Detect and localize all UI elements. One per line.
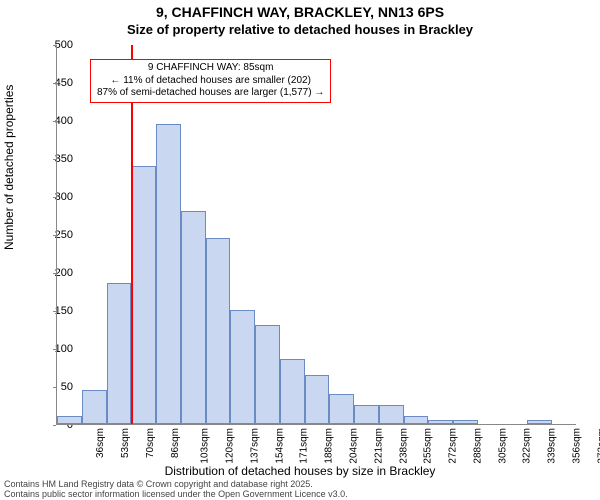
histogram-bar (57, 416, 82, 424)
histogram-bar (107, 283, 132, 424)
x-tick-label: 288sqm (472, 428, 483, 464)
y-tick-mark (53, 425, 56, 426)
annotation-line-1: 9 CHAFFINCH WAY: 85sqm (97, 62, 324, 75)
x-tick-label: 356sqm (571, 428, 582, 464)
x-tick-label: 204sqm (349, 428, 360, 464)
histogram-bar (181, 211, 206, 424)
histogram-bar (305, 375, 330, 424)
chart-container: 9, CHAFFINCH WAY, BRACKLEY, NN13 6PS Siz… (0, 0, 600, 500)
histogram-bar (206, 238, 231, 424)
x-tick-label: 120sqm (225, 428, 236, 464)
annotation-line-2: ← 11% of detached houses are smaller (20… (97, 75, 324, 88)
x-tick-label: 373sqm (596, 428, 600, 464)
histogram-bar (82, 390, 107, 424)
x-tick-label: 53sqm (120, 428, 131, 458)
histogram-bar (156, 124, 181, 424)
x-tick-label: 272sqm (448, 428, 459, 464)
x-tick-label: 322sqm (522, 428, 533, 464)
histogram-bar (131, 166, 156, 424)
x-tick-label: 339sqm (547, 428, 558, 464)
x-tick-label: 70sqm (145, 428, 156, 458)
histogram-bar (230, 310, 255, 424)
x-tick-label: 188sqm (324, 428, 335, 464)
chart-title: 9, CHAFFINCH WAY, BRACKLEY, NN13 6PS (0, 4, 600, 20)
histogram-bar (255, 325, 280, 424)
histogram-bar (280, 359, 305, 424)
histogram-bar (379, 405, 404, 424)
x-axis-label: Distribution of detached houses by size … (0, 464, 600, 478)
x-tick-label: 305sqm (497, 428, 508, 464)
histogram-bar (527, 420, 552, 424)
histogram-bar (354, 405, 379, 424)
footer-attribution: Contains HM Land Registry data © Crown c… (4, 480, 348, 500)
footer-line-2: Contains public sector information licen… (4, 490, 348, 500)
histogram-bar (428, 420, 453, 424)
x-tick-label: 221sqm (373, 428, 384, 464)
x-tick-label: 36sqm (95, 428, 106, 458)
histogram-bar (329, 394, 354, 424)
annotation-box: 9 CHAFFINCH WAY: 85sqm ← 11% of detached… (90, 59, 331, 103)
x-tick-label: 86sqm (170, 428, 181, 458)
annotation-line-3: 87% of semi-detached houses are larger (… (97, 87, 324, 100)
x-tick-label: 255sqm (423, 428, 434, 464)
x-tick-label: 103sqm (200, 428, 211, 464)
histogram-bar (404, 416, 429, 424)
histogram-bar (453, 420, 478, 424)
x-tick-label: 171sqm (299, 428, 310, 464)
y-axis-label: Number of detached properties (2, 85, 16, 250)
x-tick-label: 154sqm (274, 428, 285, 464)
x-tick-label: 137sqm (250, 428, 261, 464)
chart-subtitle: Size of property relative to detached ho… (0, 22, 600, 37)
x-tick-label: 238sqm (398, 428, 409, 464)
